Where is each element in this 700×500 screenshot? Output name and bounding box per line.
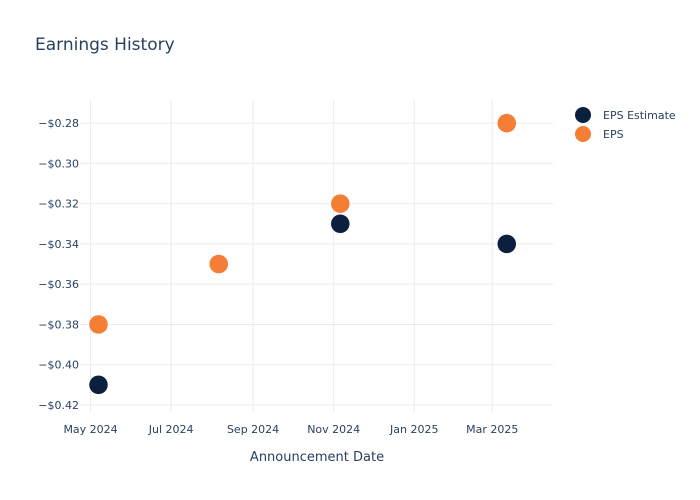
legend-marker	[575, 107, 591, 123]
legend-marker	[575, 126, 591, 142]
chart-title: Earnings History	[35, 35, 175, 55]
legend-item-eps-estimate[interactable]: EPS Estimate	[575, 107, 676, 123]
eps-estimate-point[interactable]	[497, 234, 517, 254]
y-tick-label: −$0.28	[38, 117, 79, 130]
data-points	[88, 113, 517, 395]
eps-point[interactable]	[497, 113, 517, 133]
x-tick-label: Nov 2024	[307, 423, 360, 436]
x-tick-label: Jul 2024	[148, 423, 194, 436]
y-tick-label: −$0.32	[38, 198, 79, 211]
y-tick-label: −$0.36	[38, 278, 79, 291]
x-axis-title: Announcement Date	[250, 450, 384, 465]
x-tick-label: May 2024	[63, 423, 117, 436]
eps-point[interactable]	[88, 314, 109, 335]
y-tick-label: −$0.40	[38, 359, 79, 372]
y-tick-label: −$0.42	[38, 399, 79, 412]
legend-label: EPS	[603, 128, 624, 141]
y-tick-label: −$0.34	[38, 238, 79, 251]
x-axis-ticks: May 2024 Jul 2024 Sep 2024 Nov 2024 Jan 2025…	[63, 423, 518, 436]
x-tick-label: Mar 2025	[466, 423, 518, 436]
y-axis-ticks: −$0.28 −$0.30 −$0.32 −$0.34 −$0.36 −$0.38 −$0.…	[38, 117, 79, 412]
legend-label: EPS Estimate	[603, 109, 676, 122]
y-tick-label: −$0.30	[38, 157, 79, 170]
x-tick-label: Sep 2024	[227, 423, 279, 436]
eps-estimate-point[interactable]	[330, 214, 351, 234]
y-tick-label: −$0.38	[38, 318, 79, 331]
eps-point[interactable]	[330, 193, 351, 214]
grid	[80, 100, 553, 412]
legend-item-eps[interactable]: EPS	[575, 126, 624, 142]
eps-point[interactable]	[208, 254, 229, 274]
eps-estimate-point[interactable]	[88, 375, 109, 395]
legend[interactable]: EPS Estimate EPS	[575, 107, 676, 142]
x-tick-label: Jan 2025	[389, 423, 438, 436]
